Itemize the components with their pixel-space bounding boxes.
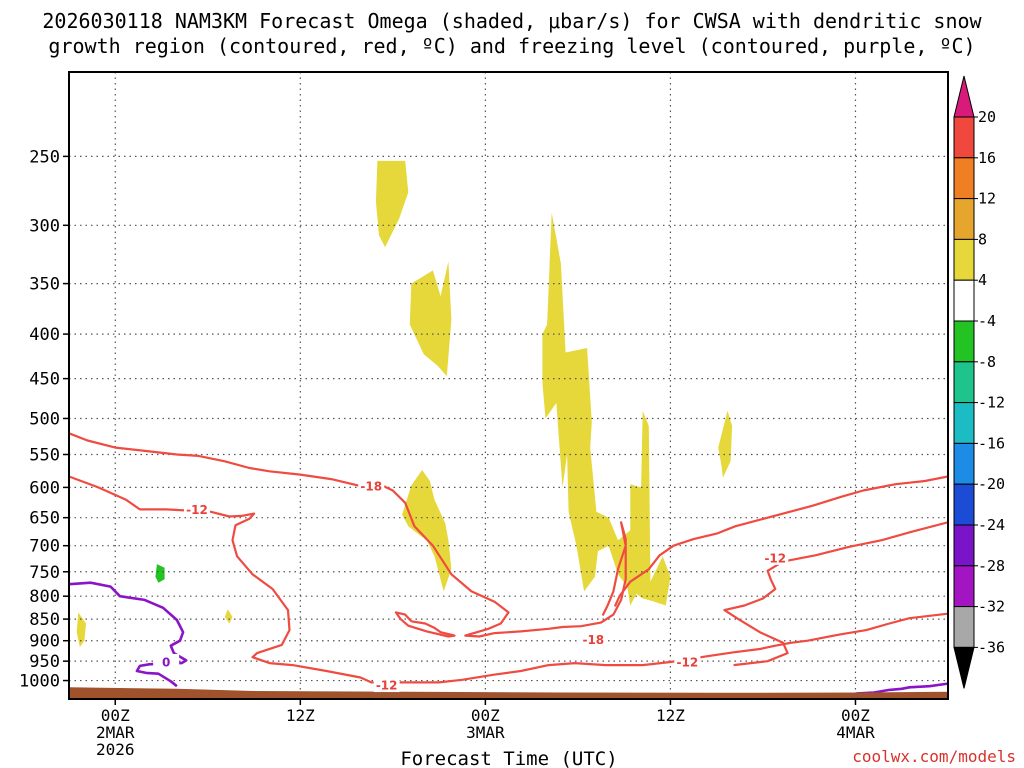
colorbar-segment-6 — [953, 320, 975, 363]
y-tick-label-900: 900 — [29, 632, 60, 652]
contour-label-1: -12 — [186, 503, 208, 517]
contour-label-4: -12 — [677, 655, 699, 669]
x-tick-sublabel-6: 2MAR — [96, 723, 135, 742]
x-tick-label-30: 00Z — [471, 706, 500, 725]
watermark: coolwx.com/models — [852, 747, 1016, 766]
omega-shading-layer — [76, 160, 733, 647]
colorbar-segment-3 — [953, 198, 975, 240]
y-tick-label-1000: 1000 — [19, 672, 60, 692]
colorbar-segment-4 — [953, 238, 975, 281]
contour-label-2: -12 — [376, 679, 398, 693]
colorbar-segment-2 — [953, 157, 975, 200]
colorbar-label-5: -4 — [978, 312, 996, 330]
y-tick-label-550: 550 — [29, 446, 60, 466]
colorbar-label-2: 12 — [978, 190, 996, 208]
colorbar-segment-13 — [953, 606, 975, 648]
dgz-contour-4 — [394, 611, 456, 638]
x-tick-year-6: 2026 — [96, 740, 135, 759]
colorbar-arrow-bottom — [953, 646, 975, 689]
contour-label-bg-1 — [183, 501, 210, 517]
colorbar-label-10: -24 — [978, 516, 1005, 534]
omega-region-2 — [542, 212, 671, 606]
colorbar-label-8: -16 — [978, 434, 1005, 452]
x-tick-label-18: 12Z — [286, 706, 315, 725]
dgz-contour-1 — [69, 475, 948, 684]
contour-labels: -18 -12 -12 -18 -12 -12 0 — [153, 478, 789, 693]
omega-region-5 — [76, 612, 86, 647]
colorbar-segment-1 — [953, 116, 975, 159]
y-tick-label-650: 650 — [29, 509, 60, 529]
y-tick-label-850: 850 — [29, 610, 60, 630]
contour-label-3: -18 — [582, 633, 604, 647]
y-tick-label-400: 400 — [29, 325, 60, 345]
plot-frame — [68, 71, 949, 700]
colorbar-arrow-top — [953, 75, 975, 118]
y-tick-label-700: 700 — [29, 537, 60, 557]
y-tick-label-300: 300 — [29, 216, 60, 236]
colorbar-segment-9 — [953, 442, 975, 485]
omega-region-3 — [402, 470, 452, 592]
contour-label-bg-0 — [358, 478, 385, 494]
colorbar-label-0: 20 — [978, 108, 996, 126]
omega-region-7 — [155, 564, 165, 583]
contour-layer — [69, 432, 948, 695]
colorbar-segment-7 — [953, 361, 975, 404]
y-tick-label-500: 500 — [29, 409, 60, 429]
omega-region-0 — [375, 160, 409, 248]
y-tick-label-600: 600 — [29, 478, 60, 498]
x-tick-label-6: 00Z — [101, 706, 130, 725]
y-tick-label-250: 250 — [29, 147, 60, 167]
contour-label-5: -12 — [764, 551, 786, 565]
colorbar-segment-12 — [953, 565, 975, 608]
y-tick-label-750: 750 — [29, 563, 60, 583]
y-tick-label-350: 350 — [29, 275, 60, 295]
chart-title-line-2: growth region (contoured, red, ºC) and f… — [48, 34, 975, 58]
terrain-layer — [69, 687, 948, 699]
colorbar-label-11: -28 — [978, 557, 1005, 575]
x-tick-sublabel-30: 3MAR — [466, 723, 505, 742]
omega-region-1 — [409, 261, 452, 377]
dgz-contour-2 — [613, 475, 948, 607]
contour-label-bg-6 — [153, 653, 180, 669]
colorbar-segment-10 — [953, 483, 975, 526]
terrain-fill — [69, 687, 948, 699]
colorbar: 20 16 12 8 4 -4 -8 -12 -16 -20 -24 -28 -32 -36 — [953, 75, 1005, 689]
y-tick-label-450: 450 — [29, 370, 60, 390]
colorbar-label-6: -8 — [978, 353, 996, 371]
contour-label-bg-3 — [580, 631, 607, 647]
colorbar-segment-5 — [953, 279, 975, 322]
omega-region-6 — [224, 609, 233, 624]
contour-label-bg-4 — [674, 653, 701, 669]
colorbar-label-9: -20 — [978, 475, 1005, 493]
dgz-contour-3 — [723, 521, 948, 667]
contour-label-bg-2 — [373, 677, 400, 693]
colorbar-label-12: -32 — [978, 598, 1005, 616]
y-tick-label-800: 800 — [29, 587, 60, 607]
x-tick-label-42: 12Z — [656, 706, 685, 725]
contour-label-6: 0 — [162, 655, 170, 669]
x-axis-title: Forecast Time (UTC) — [400, 748, 617, 768]
freezing-contour-0 — [69, 581, 188, 688]
dgz-contour-0 — [69, 432, 627, 638]
gridlines — [69, 72, 948, 699]
colorbar-label-13: -36 — [978, 638, 1005, 656]
x-tick-sublabel-54: 4MAR — [836, 723, 875, 742]
colorbar-label-3: 8 — [978, 230, 987, 248]
colorbar-segment-11 — [953, 524, 975, 567]
x-tick-label-54: 00Z — [841, 706, 870, 725]
plot-area — [69, 72, 948, 699]
contour-label-0: -18 — [360, 480, 382, 494]
contour-label-bg-5 — [762, 549, 789, 565]
colorbar-label-1: 16 — [978, 149, 996, 167]
omega-region-4 — [718, 410, 733, 478]
y-axis: 2503003504004505005506006507007508008509… — [19, 147, 69, 692]
colorbar-label-7: -12 — [978, 394, 1005, 412]
chart-title-line-1: 2026030118 NAM3KM Forecast Omega (shaded… — [42, 9, 982, 33]
colorbar-segment-8 — [953, 402, 975, 444]
colorbar-label-4: 4 — [978, 271, 987, 289]
y-tick-label-950: 950 — [29, 652, 60, 672]
